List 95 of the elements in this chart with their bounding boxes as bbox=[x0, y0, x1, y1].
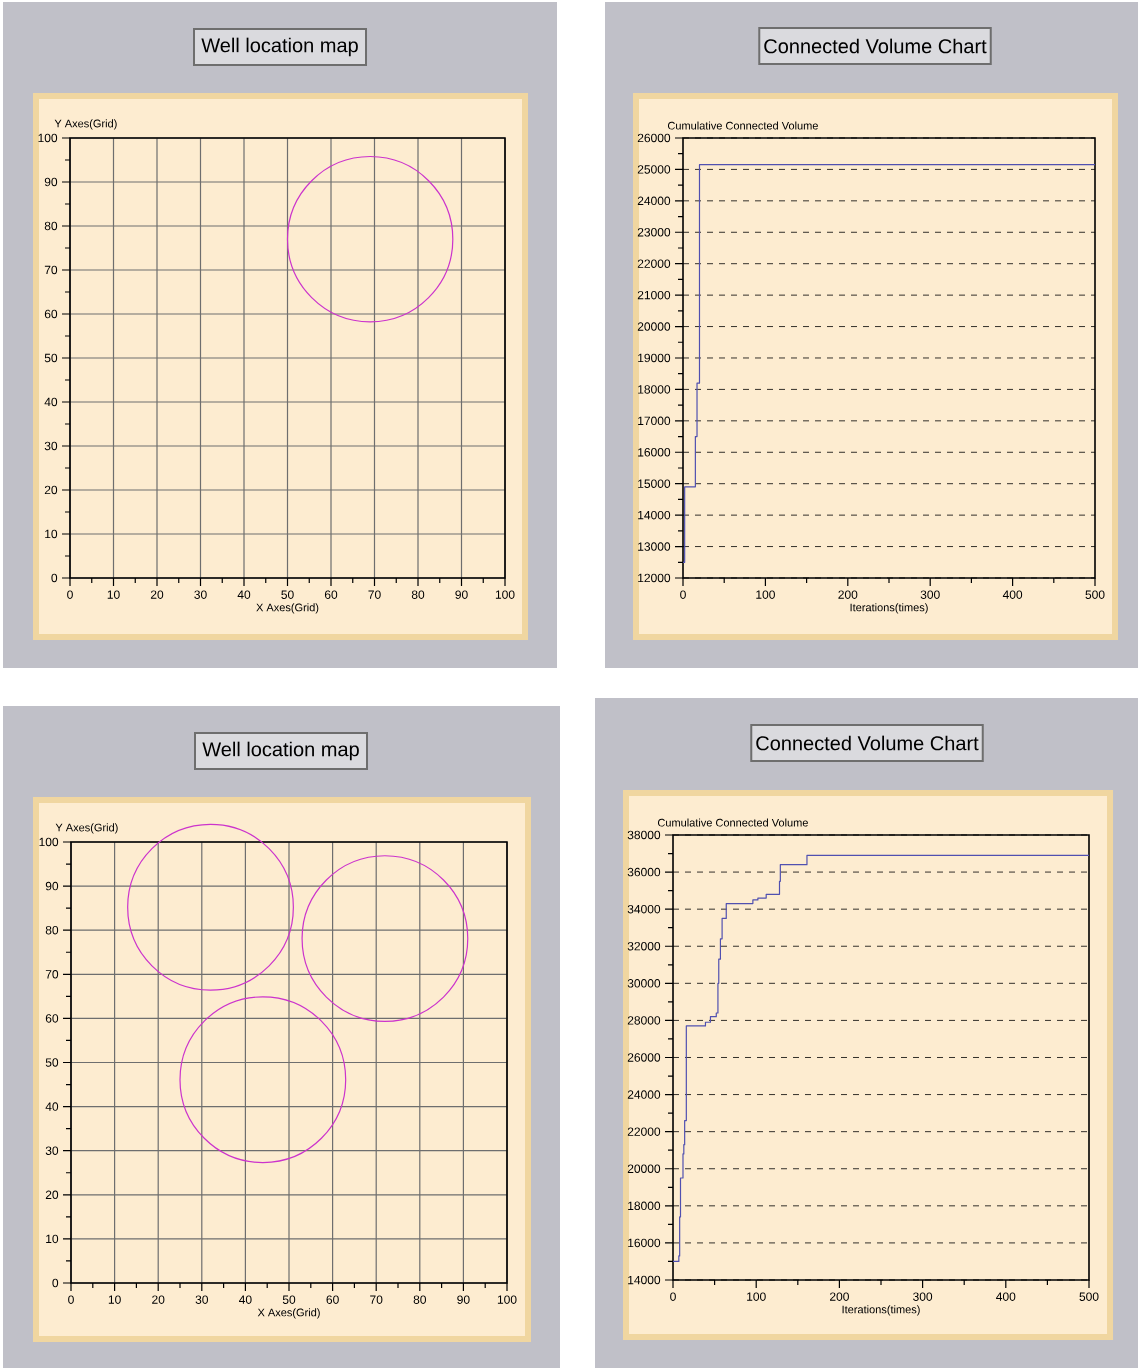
x-tick-label: 500 bbox=[1079, 1292, 1099, 1301]
chart-title: Connected Volume Chart bbox=[756, 735, 979, 751]
y-tick-label: 24000 bbox=[637, 196, 671, 206]
y-tick-label: 20 bbox=[44, 485, 58, 495]
y-axis-title: Cumulative Connected Volume bbox=[657, 818, 808, 827]
x-tick-label: 40 bbox=[237, 590, 251, 599]
chart-title: Connected Volume Chart bbox=[764, 38, 987, 54]
y-tick-label: 100 bbox=[38, 133, 58, 143]
x-tick-label: 500 bbox=[1085, 590, 1105, 599]
y-tick-label: 26000 bbox=[637, 133, 671, 143]
x-tick-label: 300 bbox=[920, 590, 940, 599]
x-tick-label: 0 bbox=[680, 590, 686, 599]
x-tick-label: 400 bbox=[1002, 590, 1023, 599]
x-axis-title: X Axes(Grid) bbox=[256, 603, 319, 614]
y-tick-label: 30000 bbox=[627, 979, 661, 988]
y-tick-label: 0 bbox=[51, 573, 58, 583]
y-tick-label: 22000 bbox=[637, 259, 671, 268]
y-tick-label: 21000 bbox=[637, 290, 671, 300]
y-tick-label: 19000 bbox=[638, 353, 671, 363]
y-tick-label: 15000 bbox=[638, 479, 671, 488]
y-tick-label: 18000 bbox=[638, 385, 671, 394]
y-tick-label: 23000 bbox=[637, 228, 671, 237]
y-tick-label: 24000 bbox=[627, 1090, 661, 1099]
y-tick-label: 30 bbox=[44, 441, 58, 451]
y-tick-label: 38000 bbox=[627, 830, 661, 840]
y-tick-label: 20000 bbox=[627, 1164, 661, 1173]
x-tick-label: 20 bbox=[150, 590, 164, 599]
x-tick-label: 200 bbox=[838, 590, 858, 599]
x-axis-title: Iterations(times) bbox=[850, 603, 928, 614]
y-tick-label: 60 bbox=[45, 1014, 59, 1023]
x-tick-label: 60 bbox=[324, 590, 338, 599]
y-tick-label: 20 bbox=[45, 1190, 59, 1200]
y-axis-title: Y Axes(Grid) bbox=[54, 119, 117, 130]
y-tick-label: 40 bbox=[44, 397, 58, 407]
x-tick-label: 20 bbox=[152, 1295, 165, 1304]
y-tick-label: 90 bbox=[44, 177, 58, 187]
x-tick-label: 90 bbox=[457, 1295, 470, 1304]
y-tick-label: 34000 bbox=[627, 904, 661, 914]
y-tick-label: 36000 bbox=[627, 867, 661, 877]
x-tick-label: 100 bbox=[497, 1295, 517, 1304]
y-tick-label: 0 bbox=[52, 1278, 59, 1288]
x-tick-label: 50 bbox=[281, 590, 294, 599]
y-tick-label: 14000 bbox=[638, 510, 671, 520]
y-axis-title: Y Axes(Grid) bbox=[55, 823, 118, 834]
y-tick-label: 70 bbox=[45, 970, 59, 979]
x-tick-label: 80 bbox=[413, 1295, 427, 1304]
x-axis-title: Iterations(times) bbox=[842, 1305, 920, 1316]
y-tick-label: 14000 bbox=[628, 1275, 661, 1285]
y-axis-title: Cumulative Connected Volume bbox=[667, 121, 818, 130]
y-tick-label: 16000 bbox=[628, 1238, 661, 1248]
x-tick-label: 100 bbox=[756, 590, 775, 599]
y-tick-label: 16000 bbox=[638, 448, 671, 457]
x-tick-label: 70 bbox=[370, 1295, 383, 1304]
x-tick-label: 0 bbox=[67, 590, 73, 599]
y-tick-label: 10 bbox=[45, 529, 58, 539]
y-tick-label: 25000 bbox=[637, 165, 671, 174]
chart-title: Well location map bbox=[201, 37, 358, 57]
y-tick-label: 50 bbox=[44, 353, 58, 363]
y-tick-label: 22000 bbox=[627, 1127, 661, 1136]
y-tick-label: 80 bbox=[45, 925, 59, 935]
x-tick-label: 60 bbox=[326, 1295, 339, 1304]
x-tick-label: 10 bbox=[107, 590, 120, 599]
y-tick-label: 20000 bbox=[637, 322, 671, 331]
x-tick-label: 300 bbox=[913, 1292, 933, 1301]
y-tick-label: 12000 bbox=[638, 573, 671, 583]
y-tick-label: 32000 bbox=[627, 942, 661, 951]
x-tick-label: 30 bbox=[195, 1295, 209, 1304]
x-tick-label: 90 bbox=[455, 590, 468, 599]
x-tick-label: 80 bbox=[411, 590, 425, 599]
x-tick-label: 400 bbox=[996, 1292, 1016, 1301]
y-tick-label: 80 bbox=[44, 221, 58, 231]
x-tick-label: 70 bbox=[368, 590, 381, 599]
y-tick-label: 18000 bbox=[628, 1201, 661, 1211]
x-tick-label: 200 bbox=[829, 1292, 849, 1301]
y-tick-label: 100 bbox=[39, 837, 59, 847]
x-tick-label: 10 bbox=[108, 1295, 121, 1304]
x-tick-label: 30 bbox=[194, 590, 207, 599]
x-tick-label: 50 bbox=[282, 1295, 296, 1304]
y-tick-label: 10 bbox=[46, 1234, 59, 1244]
x-axis-title: X Axes(Grid) bbox=[257, 1308, 320, 1319]
x-tick-label: 40 bbox=[239, 1295, 252, 1304]
y-tick-label: 26000 bbox=[627, 1053, 661, 1062]
y-tick-label: 30 bbox=[45, 1146, 59, 1155]
y-tick-label: 50 bbox=[45, 1058, 59, 1067]
x-tick-label: 0 bbox=[68, 1295, 74, 1304]
y-tick-label: 90 bbox=[45, 881, 59, 891]
y-tick-label: 70 bbox=[44, 265, 58, 275]
x-tick-label: 100 bbox=[495, 590, 515, 599]
chart-title: Well location map bbox=[202, 741, 359, 761]
y-tick-label: 13000 bbox=[638, 542, 671, 551]
y-tick-label: 28000 bbox=[627, 1016, 661, 1025]
y-tick-label: 17000 bbox=[638, 416, 671, 426]
y-tick-label: 40 bbox=[45, 1102, 59, 1111]
x-tick-label: 100 bbox=[747, 1292, 766, 1301]
y-tick-label: 60 bbox=[44, 309, 58, 319]
